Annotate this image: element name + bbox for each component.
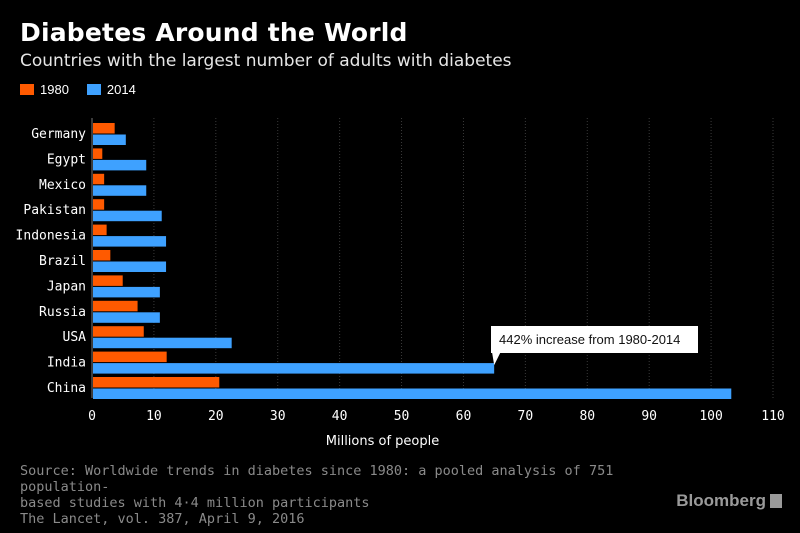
bar-1980-japan (93, 275, 123, 286)
bar-2014-mexico (93, 185, 147, 196)
legend-item-2014: 2014 (86, 82, 136, 97)
source-line-3: The Lancet, vol. 387, April 9, 2016 (20, 511, 305, 527)
x-tick-label-20: 20 (208, 409, 224, 424)
category-label-russia: Russia (39, 305, 86, 320)
annotation-callout (491, 326, 698, 366)
bar-chart: 0 10 20 30 40 50 60 70 80 90 100 110 Millions of peo… (16, 118, 785, 449)
bar-2014-usa (93, 337, 232, 349)
bar-2014-russia (93, 312, 160, 323)
x-tick-label-40: 40 (332, 409, 348, 424)
category-label-japan: Japan (47, 279, 86, 294)
bar-1980-china (93, 377, 220, 388)
x-tick-label-30: 30 (270, 409, 286, 424)
x-tick-label-90: 90 (641, 409, 657, 424)
bar-1980-germany (93, 123, 115, 134)
category-label-china: China (47, 381, 86, 396)
bar-1980-egypt (93, 148, 103, 159)
bar-1980-indonesia (93, 224, 107, 236)
chart-subtitle: Countries with the largest number of adu… (20, 51, 512, 71)
logo-mark-icon (770, 494, 782, 508)
category-label-brazil: Brazil (39, 254, 86, 269)
bar-1980-india (93, 351, 167, 363)
category-label-egypt: Egypt (47, 152, 86, 167)
category-label-mexico: Mexico (39, 178, 86, 193)
bar-2014-japan (93, 286, 160, 298)
x-tick-label-60: 60 (456, 409, 472, 424)
x-tick-label-100: 100 (699, 409, 722, 424)
legend: 1980 2014 (20, 82, 136, 97)
source-line-2: based studies with 4·4 million participa… (20, 495, 370, 511)
bar-2014-germany (93, 134, 126, 145)
bar-2014-china (93, 388, 732, 399)
category-label-indonesia: Indonesia (16, 229, 86, 244)
category-label-usa: USA (63, 330, 87, 345)
bar-1980-usa (93, 326, 144, 337)
bar-2014-indonesia (93, 236, 167, 247)
x-tick-label-0: 0 (88, 409, 96, 424)
legend-swatch-2014 (86, 84, 101, 95)
legend-item-1980: 1980 (20, 82, 69, 97)
bar-1980-mexico (93, 173, 105, 185)
bar-1980-brazil (93, 250, 111, 261)
x-axis-title: Millions of people (326, 434, 440, 449)
category-label-germany: Germany (31, 127, 86, 142)
x-tick-label-80: 80 (579, 409, 595, 424)
x-tick-label-10: 10 (146, 409, 162, 424)
bar-2014-india (93, 363, 495, 374)
bar-1980-russia (93, 300, 138, 312)
legend-swatch-1980 (20, 84, 34, 95)
bar-2014-egypt (93, 159, 147, 171)
annotation-text: 442% increase from 1980-2014 (499, 332, 680, 347)
chart-title: Diabetes Around the World (20, 18, 408, 47)
bar-1980-pakistan (93, 199, 105, 210)
bar-2014-pakistan (93, 210, 162, 222)
bar-2014-brazil (93, 261, 167, 272)
source-note: Source: Worldwide trends in diabetes sin… (20, 463, 620, 527)
bloomberg-logo: Bloomberg (676, 491, 782, 511)
x-tick-label-70: 70 (518, 409, 534, 424)
category-label-india: India (47, 356, 86, 371)
legend-label-1980: 1980 (40, 82, 69, 97)
x-tick-label-110: 110 (761, 409, 784, 424)
legend-label-2014: 2014 (106, 82, 136, 97)
logo-text: Bloomberg (676, 491, 766, 510)
category-label-pakistan: Pakistan (23, 203, 86, 218)
x-tick-label-50: 50 (394, 409, 410, 424)
source-line-1: Source: Worldwide trends in diabetes sin… (20, 463, 614, 495)
